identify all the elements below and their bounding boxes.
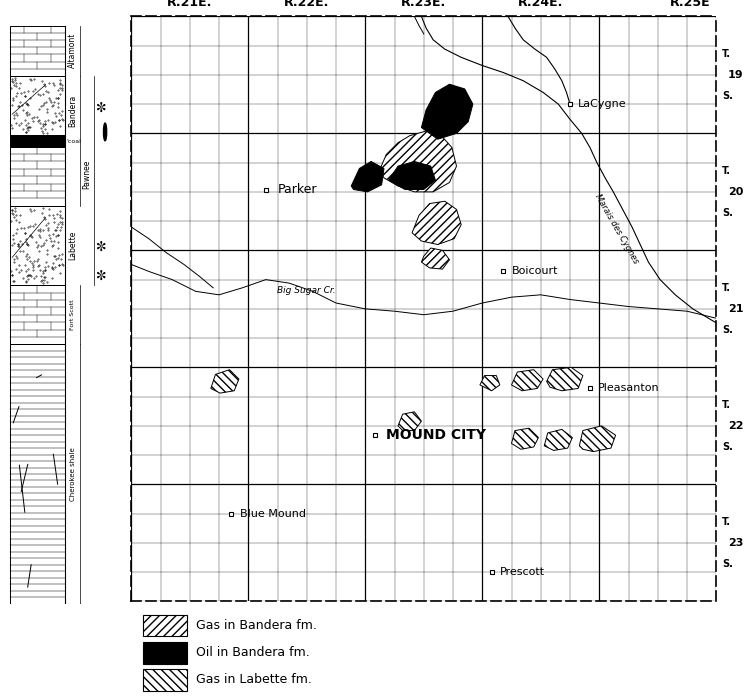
Text: R.23E.: R.23E.: [401, 0, 446, 9]
Polygon shape: [512, 370, 543, 391]
Polygon shape: [380, 131, 457, 192]
Text: Fort Scott: Fort Scott: [70, 299, 75, 330]
Text: S.: S.: [722, 325, 733, 335]
Bar: [10, 344, 64, 604]
Text: T.: T.: [722, 400, 731, 410]
Text: S.: S.: [722, 208, 733, 218]
Polygon shape: [422, 248, 449, 269]
Text: Parker: Parker: [278, 183, 317, 196]
Bar: [10, 147, 64, 206]
Text: Cherokee shale: Cherokee shale: [70, 447, 76, 501]
Polygon shape: [211, 370, 239, 393]
FancyBboxPatch shape: [143, 669, 187, 691]
Bar: [10, 135, 64, 147]
Text: Pleasanton: Pleasanton: [598, 383, 660, 394]
Bar: [10, 76, 64, 135]
FancyBboxPatch shape: [143, 614, 187, 637]
Text: Gas in Bandera fm.: Gas in Bandera fm.: [196, 619, 316, 632]
Text: Big Sugar Cr.: Big Sugar Cr.: [278, 285, 336, 295]
Text: 20: 20: [728, 187, 743, 197]
Circle shape: [104, 123, 106, 141]
Text: LaCygne: LaCygne: [578, 99, 627, 109]
Text: 22: 22: [728, 421, 743, 431]
Text: 19: 19: [728, 70, 743, 80]
Bar: [10, 26, 64, 76]
Text: Altamont: Altamont: [68, 33, 77, 68]
Text: Bandera: Bandera: [68, 95, 77, 128]
Polygon shape: [422, 84, 473, 139]
Bar: [10, 206, 64, 285]
Text: T.: T.: [722, 49, 731, 59]
Polygon shape: [579, 426, 616, 452]
Text: R.24E.: R.24E.: [518, 0, 563, 9]
Text: T.: T.: [722, 166, 731, 176]
Text: Blue Mound: Blue Mound: [240, 509, 306, 519]
Text: T.: T.: [722, 283, 731, 292]
Polygon shape: [351, 161, 384, 192]
Polygon shape: [544, 429, 572, 450]
Text: ✼: ✼: [96, 102, 106, 115]
Text: Oil in Bandera fm.: Oil in Bandera fm.: [196, 646, 309, 659]
Text: Pawnee: Pawnee: [82, 160, 92, 189]
Text: ✼: ✼: [96, 240, 106, 253]
Polygon shape: [512, 428, 538, 450]
Text: Labette: Labette: [68, 230, 77, 260]
Text: S.: S.: [722, 91, 733, 101]
Text: S.: S.: [722, 442, 733, 452]
Text: Marais des Cygnes: Marais des Cygnes: [593, 193, 640, 266]
Text: 21: 21: [728, 304, 743, 314]
Text: R.21E.: R.21E.: [167, 0, 212, 9]
Text: Gas in Labette fm.: Gas in Labette fm.: [196, 674, 311, 686]
Text: ✼: ✼: [96, 270, 106, 283]
Text: MOUND CITY: MOUND CITY: [386, 429, 486, 443]
Polygon shape: [388, 161, 436, 190]
Text: 'coal: 'coal: [67, 140, 82, 144]
Text: R.22E.: R.22E.: [284, 0, 329, 9]
Polygon shape: [412, 201, 461, 244]
Text: T.: T.: [722, 517, 731, 527]
FancyBboxPatch shape: [143, 641, 187, 664]
Text: Boicourt: Boicourt: [512, 267, 558, 276]
Text: R.25E: R.25E: [670, 0, 711, 9]
Bar: [10, 285, 64, 344]
Text: S.: S.: [722, 559, 733, 569]
Polygon shape: [398, 412, 422, 431]
Polygon shape: [480, 376, 500, 391]
Text: 23: 23: [728, 538, 743, 548]
Polygon shape: [547, 367, 583, 391]
Text: Prescott: Prescott: [500, 567, 545, 577]
